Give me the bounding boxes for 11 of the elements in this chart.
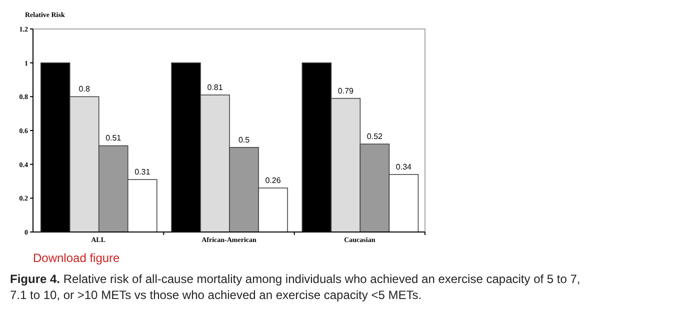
data-label: 0.34 [396,162,412,172]
data-label: 0.79 [338,86,354,96]
data-label: 0.5 [238,135,250,144]
caption: Figure 4. Relative risk of all-cause mortality among individuals who achieved an exercise capacity of 5 to 7, 7.1 to 10, or >10 METs vs those who achieved an exercise capacity <5 METs. [10,272,580,302]
data-label: 0.8 [78,84,90,94]
data-label: 0.52 [366,132,384,142]
text: Download figure [33,251,120,265]
data-label: 0.26 [265,176,282,186]
data-label: 0.31 [134,168,151,177]
data-label: 0.51 [106,134,122,143]
data-label: 0.81 [207,82,224,92]
